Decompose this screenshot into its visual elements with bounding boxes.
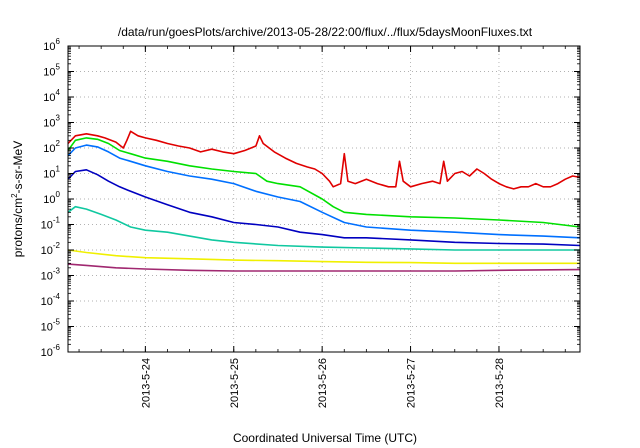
series-line-5 bbox=[67, 205, 580, 251]
series-line-6 bbox=[67, 249, 580, 265]
y-tick-base: 10 bbox=[43, 143, 55, 155]
y-tick-label: 10-2 bbox=[41, 241, 61, 257]
x-axis-label: Coordinated Universal Time (UTC) bbox=[233, 431, 417, 445]
y-tick-exponent: -6 bbox=[53, 343, 61, 352]
y-tick-label: 10-1 bbox=[41, 216, 61, 232]
y-tick-label: 10-3 bbox=[41, 267, 61, 283]
y-tick-label: 104 bbox=[43, 88, 60, 104]
y-tick-base: 10 bbox=[43, 169, 55, 181]
y-tick-exponent: 2 bbox=[56, 139, 61, 148]
y-tick-label: 10-4 bbox=[41, 292, 61, 308]
y-tick-label: 103 bbox=[43, 114, 60, 130]
y-tick-labels: 10-610-510-410-310-210-11001011021031041… bbox=[41, 37, 61, 359]
y-tick-base: 10 bbox=[41, 245, 53, 257]
chart-title: /data/run/goesPlots/archive/2013-05-28/2… bbox=[118, 25, 533, 39]
series-line-2 bbox=[67, 137, 581, 228]
x-tick-label: 2013-5-28 bbox=[494, 358, 506, 408]
series-line-1 bbox=[67, 130, 581, 190]
y-tick-label: 100 bbox=[43, 190, 60, 206]
y-tick-base: 10 bbox=[43, 67, 55, 79]
y-tick-base: 10 bbox=[43, 194, 55, 206]
y-tick-label: 102 bbox=[43, 139, 60, 155]
x-tick-label: 2013-5-25 bbox=[229, 358, 241, 408]
y-tick-base: 10 bbox=[41, 271, 53, 283]
series-line-4 bbox=[67, 169, 581, 247]
y-tick-exponent: 5 bbox=[56, 63, 61, 72]
y-tick-exponent: 1 bbox=[56, 165, 61, 174]
series-line-3 bbox=[67, 144, 581, 239]
x-tick-label: 2013-5-27 bbox=[406, 358, 418, 408]
y-tick-exponent: -2 bbox=[53, 241, 61, 250]
y-tick-label: 101 bbox=[43, 165, 60, 181]
ticks bbox=[68, 45, 580, 353]
y-label-prefix: protons/cm bbox=[11, 198, 25, 257]
y-tick-exponent: 4 bbox=[56, 88, 61, 97]
series-group bbox=[67, 130, 581, 272]
y-tick-exponent: -5 bbox=[53, 318, 61, 327]
x-tick-label: 2013-5-26 bbox=[317, 358, 329, 408]
x-tick-label: 2013-5-24 bbox=[140, 358, 152, 408]
y-tick-base: 10 bbox=[41, 322, 53, 334]
y-axis-label: protons/cm2-s-sr-MeV bbox=[10, 141, 25, 257]
y-tick-exponent: 0 bbox=[56, 190, 61, 199]
y-tick-label: 10-6 bbox=[41, 343, 61, 359]
y-tick-base: 10 bbox=[41, 220, 53, 232]
y-tick-label: 105 bbox=[43, 63, 60, 79]
y-tick-base: 10 bbox=[43, 41, 55, 53]
y-label-sup: 2 bbox=[10, 193, 19, 198]
grid bbox=[68, 46, 580, 352]
x-tick-labels: 2013-5-24 2013-5-25 2013-5-26 2013-5-27 2013… bbox=[140, 358, 506, 408]
y-tick-base: 10 bbox=[41, 347, 53, 359]
y-tick-exponent: 3 bbox=[56, 114, 61, 123]
y-tick-label: 10-5 bbox=[41, 318, 61, 334]
y-tick-label: 106 bbox=[43, 37, 60, 53]
y-tick-base: 10 bbox=[41, 296, 53, 308]
y-tick-exponent: 6 bbox=[56, 37, 61, 46]
y-tick-exponent: -4 bbox=[53, 292, 61, 301]
y-tick-base: 10 bbox=[43, 118, 55, 130]
y-tick-exponent: -1 bbox=[53, 216, 61, 225]
y-label-suffix: -s-sr-MeV bbox=[11, 141, 25, 194]
series-line-7 bbox=[67, 263, 581, 272]
y-tick-base: 10 bbox=[43, 92, 55, 104]
y-tick-exponent: -3 bbox=[53, 267, 61, 276]
